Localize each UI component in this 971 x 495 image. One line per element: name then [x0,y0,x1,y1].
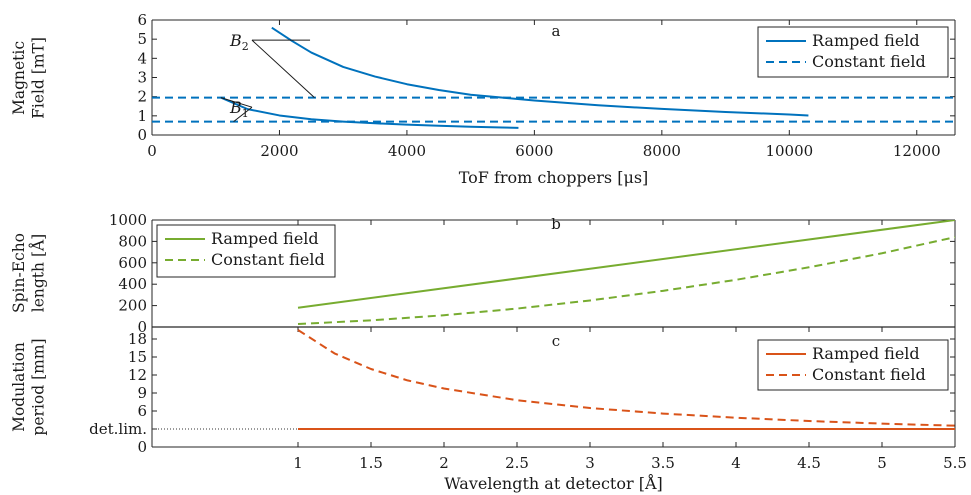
legend: Ramped field Constant field [757,26,949,78]
y-axis-label-line: Spin-Echo [10,233,28,313]
x-axis-label: ToF from choppers [μs] [459,168,649,187]
panel-letter: b [551,215,561,233]
x-tick-label: 12000 [893,142,941,160]
y-tick-label: 0 [137,438,147,456]
series-line-constant-field [297,236,955,325]
y-tick-label: 6 [137,402,147,420]
annotation-pointer [220,97,253,108]
y-tick-label: 5 [137,30,147,48]
x-tick-label: 0 [147,142,157,160]
y-axis-label-line: Modulation [10,342,28,432]
series-group [152,26,955,129]
annotation-pointer [251,39,315,98]
panel-b-spin-echo-length: 0 200 400 600 800 1000 b Spin-Echolength [Å] Ram… [10,211,956,336]
series-group [297,220,955,325]
y-axis-label-line: length [Å] [30,234,48,312]
x-axis-label: Wavelength at detector [Å] [444,473,663,493]
series-line-constant-field [297,329,955,427]
series-line-ramped-field [297,220,955,309]
x-tick-label: 1.5 [359,454,383,472]
y-tick-label: 400 [118,275,147,293]
annotation-base: B [229,31,242,50]
y-axis-label-line: Field [mT] [30,37,48,119]
series-line-ramped-field [271,26,809,117]
x-tick-label: 4.5 [797,454,821,472]
y-axis-label-line: Magnetic [10,41,28,115]
y-axis-label-line: period [mm] [30,338,48,435]
x-tick-label: 2000 [260,142,298,160]
y-axis-label: Spin-Echolength [Å] [10,233,47,313]
y-tick-label: 800 [118,232,147,250]
panel-letter: c [552,332,560,350]
legend-box [156,224,336,278]
y-axis-ticks: 0 200 400 600 800 1000 [109,211,955,336]
y-tick-label: 600 [118,254,147,272]
b-annotations: B2B 1 [220,31,315,122]
legend-label: Ramped field [211,229,319,248]
x-tick-label: 3 [585,454,595,472]
x-axis-ticks: 0 2000 4000 6000 8000 10000 12000 [147,20,941,160]
panel-letter: a [552,22,561,40]
x-tick-label: 10000 [765,142,813,160]
x-tick-label: 4 [731,454,741,472]
x-tick-label: 5 [877,454,887,472]
annotation-subscript: 2 [242,40,249,53]
x-tick-label: 2.5 [505,454,529,472]
legend-label: Constant field [812,365,926,384]
annotation-label: B2 [229,31,249,53]
legend: Ramped field Constant field [757,339,949,391]
x-tick-label: 3.5 [651,454,675,472]
y-tick-label: 12 [128,366,147,384]
x-tick-label: 8000 [643,142,681,160]
y-tick-label: 0 [137,126,147,144]
x-axis-ticks [297,220,956,225]
legend-box [757,339,949,391]
y-tick-label: 3 [137,69,147,87]
y-tick-label: 0 [137,318,147,336]
series-group [297,329,955,430]
legend-box [757,26,949,78]
legend: Ramped field Constant field [156,224,336,278]
series-line-ramped-field-b1 [220,96,519,129]
y-tick-label: 9 [137,384,147,402]
y-tick-label: 200 [118,297,147,315]
y-tick-label: 4 [137,49,147,67]
x-tick-label: 5.5 [943,454,967,472]
y-axis-label: MagneticField [mT] [10,37,47,119]
annotation-pointer [233,106,253,122]
y-tick-label: 6 [137,11,147,29]
x-tick-label: 4000 [388,142,426,160]
y-tick-label: 15 [128,348,147,366]
y-tick-label: 2 [137,88,147,106]
legend-label: Constant field [812,52,926,71]
y-tick-label: 18 [128,330,147,348]
y-axis-label: Modulationperiod [mm] [10,338,47,435]
legend-label: Ramped field [812,344,920,363]
det-lim-label: det.lim. [89,420,147,438]
x-tick-label: 2 [439,454,449,472]
annotation-subscript: 1 [242,107,249,120]
y-tick-label: 1 [137,107,147,125]
legend-label: Constant field [211,250,325,269]
legend-label: Ramped field [812,31,920,50]
y-tick-label: 1000 [109,211,147,229]
x-tick-label: 1 [293,454,303,472]
x-axis-ticks: 1 1.5 2 2.5 3 3.5 4 4.5 5 5.5 [293,327,967,472]
x-tick-label: 6000 [515,142,553,160]
plot-frame [151,327,956,448]
